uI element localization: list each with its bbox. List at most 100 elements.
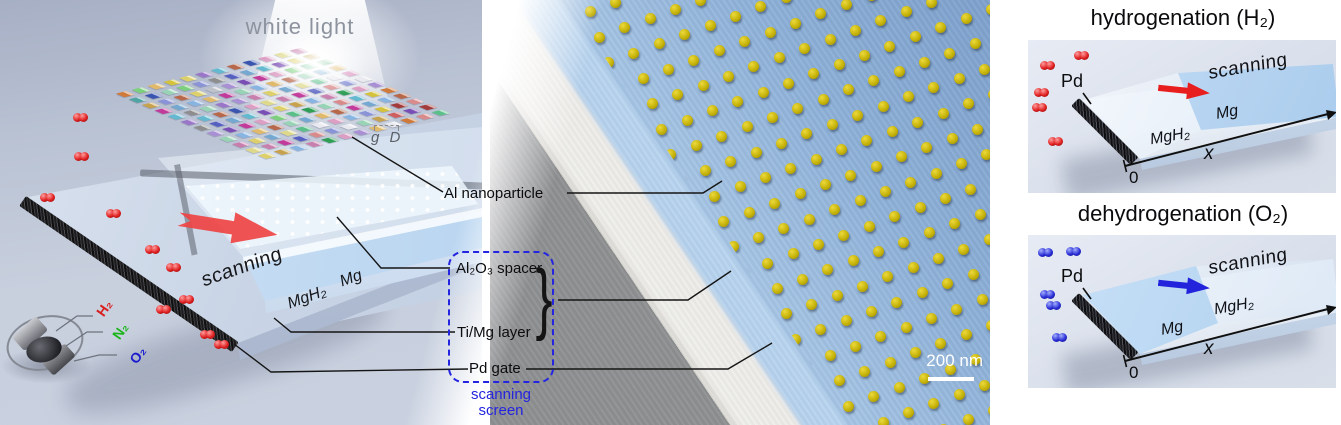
layer-brace: } (535, 253, 553, 342)
al-nanoparticle-cube (233, 88, 253, 95)
n2-gas-label: N₂ (108, 319, 132, 343)
al-nanoparticle-cube (364, 91, 383, 98)
al-nanoparticle-dot (926, 0, 937, 8)
al-nanoparticle-dot (972, 123, 984, 135)
o2-molecule (1052, 333, 1068, 342)
h2-molecule (166, 263, 182, 272)
al-nanoparticle-cube (206, 130, 225, 137)
al-nanoparticle-cube (387, 111, 406, 119)
al-nanoparticle-dot (815, 8, 827, 20)
al-nanoparticle-dot (907, 262, 919, 274)
al-nanoparticle-dot (884, 356, 896, 368)
al-nanoparticle-cube (224, 116, 244, 124)
al-nanoparticle-dot (956, 158, 968, 170)
al-nanoparticle-dot (914, 202, 926, 214)
atom (1046, 290, 1055, 299)
atom (1040, 61, 1049, 70)
al-nanoparticle-dot (946, 132, 958, 144)
al-nanoparticle-dot (699, 165, 711, 177)
al-nanoparticle-dot (993, 260, 1004, 271)
al-nanoparticle-cube (374, 106, 393, 113)
al-nanoparticle-cube (250, 128, 270, 135)
al-nanoparticle-callout: Al nanoparticle (444, 185, 544, 202)
atom (214, 340, 223, 349)
al-nanoparticle-dot (704, 19, 716, 31)
h2-molecule (145, 245, 161, 254)
h2-molecule (179, 295, 195, 304)
scale-bar (928, 377, 974, 381)
al-nanoparticle-dot (944, 47, 956, 59)
al-nanoparticle-cube (173, 94, 192, 101)
al-nanoparticle-dot (854, 195, 866, 207)
al-nanoparticle-dot (778, 222, 790, 234)
al-nanoparticle-dot (836, 144, 848, 156)
al-nanoparticle-dot (741, 121, 753, 133)
h2-molecule (1040, 61, 1056, 70)
al-nanoparticle-dot (656, 123, 668, 135)
al-nanoparticle-cube (415, 113, 435, 120)
atom (166, 263, 175, 272)
al-nanoparticle-cube (339, 123, 359, 130)
o2-molecule (1038, 248, 1054, 257)
h2-molecule (156, 305, 172, 314)
al-nanoparticle-cube (179, 75, 198, 82)
al-nanoparticle-dot (886, 125, 898, 137)
al-nanoparticle-dot (900, 6, 912, 18)
al-nanoparticle-dot (902, 91, 914, 103)
timg-layer-callout: Ti/Mg layer (457, 324, 531, 341)
al-nanoparticle-dot (877, 100, 889, 112)
al-nanoparticle-dot (732, 96, 744, 108)
al-nanoparticle-cube (219, 135, 238, 143)
al-nanoparticle-cube (371, 115, 390, 122)
al-nanoparticle-dot (884, 40, 896, 52)
al-nanoparticle-cube (276, 139, 296, 146)
al-nanoparticle-cube (358, 110, 378, 117)
atom (74, 152, 83, 161)
al-nanoparticle-cube (207, 77, 227, 84)
al-nanoparticle-dot (769, 197, 781, 209)
al-nanoparticle-dot (879, 185, 891, 197)
atom (156, 305, 165, 314)
al-nanoparticle-dot (939, 192, 951, 204)
al-nanoparticle-dot (609, 0, 621, 8)
al-nanoparticle-dot (808, 68, 820, 80)
al-nanoparticle-dot (688, 54, 700, 66)
al-nanoparticle-cube (115, 91, 135, 98)
atom (80, 152, 89, 161)
al-nanoparticle-cube (217, 92, 237, 99)
al-nanoparticle-dot (729, 10, 741, 22)
al-nanoparticle-dot (773, 52, 785, 64)
al-nanoparticle-dot (603, 56, 615, 68)
al-nanoparticle-cube (189, 90, 208, 97)
al-nanoparticle-cube (361, 100, 380, 107)
al-nanoparticle-cube (144, 92, 164, 99)
al-nanoparticle-dot (593, 31, 605, 43)
al-nanoparticle-cube (279, 129, 299, 136)
al-nanoparticle-dot (958, 243, 970, 255)
al-nanoparticle-dot (637, 73, 649, 85)
al-nanoparticle-dot (584, 6, 596, 18)
al-nanoparticle-dot (909, 347, 921, 359)
al-nanoparticle-cube (242, 59, 261, 66)
atom (1048, 137, 1057, 146)
atom (1032, 103, 1041, 112)
al-nanoparticle-dot (868, 391, 880, 403)
al-nanoparticle-dot (893, 66, 905, 78)
al-nanoparticle-cube (321, 137, 340, 144)
al-nanoparticle-dot (873, 245, 885, 257)
al-nanoparticle-dot (764, 26, 776, 38)
al-nanoparticle-cube (332, 98, 352, 106)
al-nanoparticle-dot (937, 423, 949, 425)
al-nanoparticle-dot (900, 322, 912, 334)
dehydrogenation-panel: Pd scanning Mg MgH₂ 0 x (1028, 235, 1336, 388)
al-nanoparticle-dot (644, 13, 656, 25)
al-nanoparticle-dot (909, 31, 921, 43)
al-nanoparticle-dot (960, 12, 972, 24)
dehydrogenation-title: dehydrogenation (O₂) (1077, 201, 1289, 226)
h2-molecule (40, 193, 56, 202)
gap-diameter-label: g D (371, 129, 404, 146)
axis-origin-label: 0 (1129, 363, 1139, 382)
far-region-label: Mg (1214, 102, 1240, 123)
atom (1046, 61, 1055, 70)
al-nanoparticle-dot (981, 149, 990, 161)
